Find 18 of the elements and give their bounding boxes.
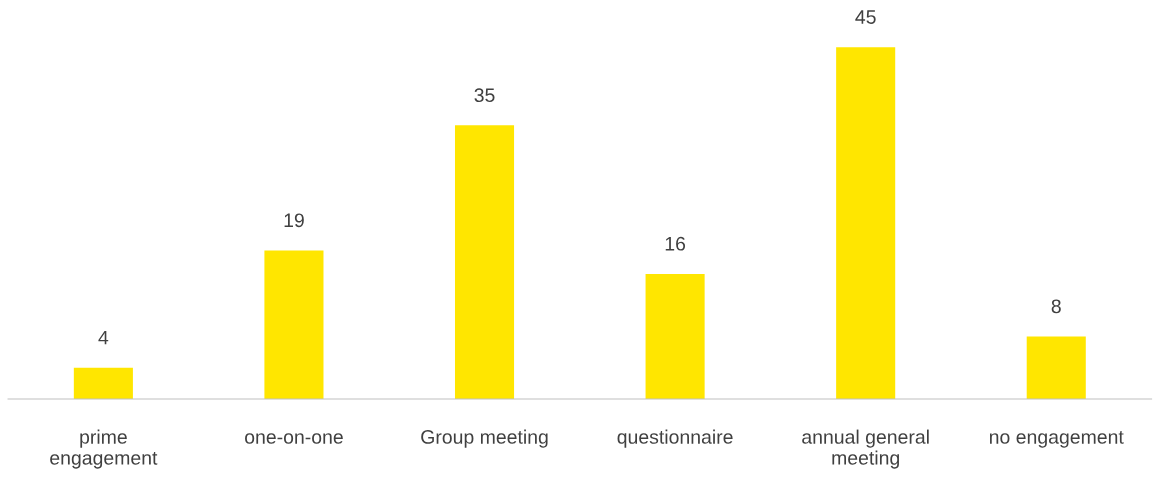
x-tick-label: no engagement [989, 431, 1124, 448]
x-tick-label: one-on-one [245, 433, 343, 444]
data-label: 35 [474, 88, 495, 103]
bar [264, 250, 324, 400]
data-label: 8 [1051, 299, 1061, 314]
bar [454, 125, 515, 400]
x-tick-label: prime engagement [50, 429, 158, 469]
data-label: 45 [855, 10, 876, 24]
bar [645, 273, 705, 400]
x-tick-label: annual general meeting [802, 429, 929, 469]
bar [1026, 336, 1086, 400]
bar [73, 367, 133, 400]
bar [836, 47, 896, 400]
data-label: 4 [98, 330, 109, 345]
data-label: 19 [284, 213, 304, 228]
x-tick-label: questionnaire [617, 429, 733, 448]
data-label: 16 [665, 236, 686, 251]
x-tick-label: Group meeting [421, 429, 548, 448]
